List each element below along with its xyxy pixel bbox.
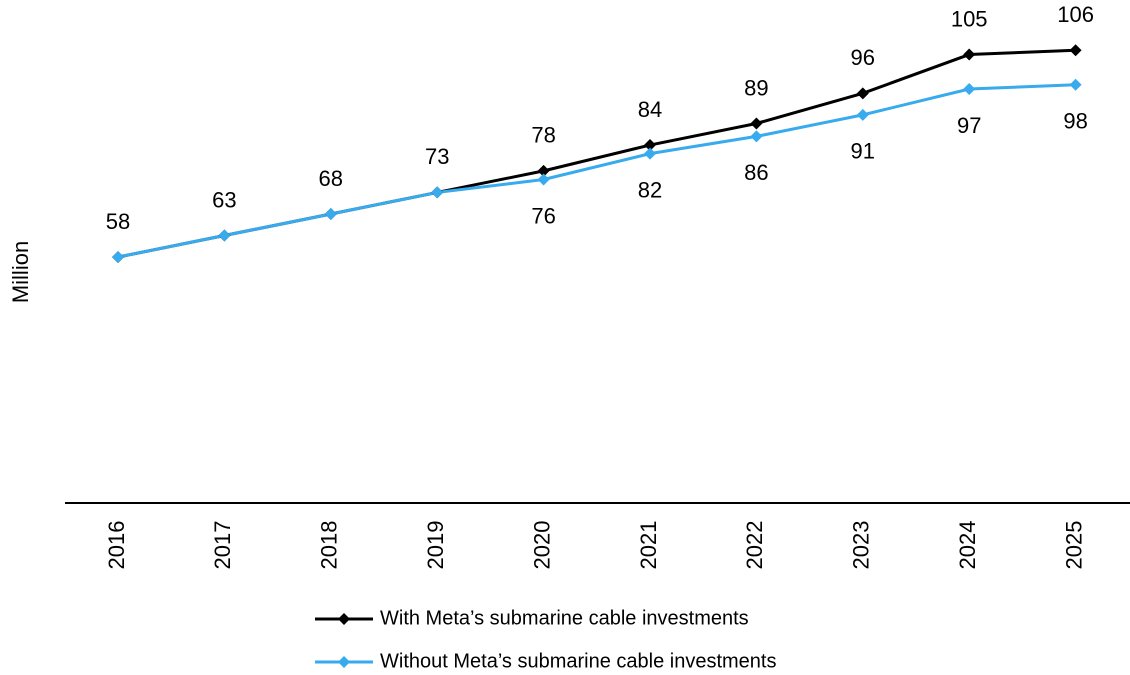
x-tick-label: 2017 xyxy=(210,521,235,570)
x-tick-label: 2018 xyxy=(317,521,342,570)
x-tick-label: 2022 xyxy=(742,521,767,570)
point-marker xyxy=(963,48,976,61)
legend-label: With Meta’s submarine cable investments xyxy=(380,607,749,629)
point-marker xyxy=(750,130,763,143)
point-marker xyxy=(537,173,550,186)
data-label: 106 xyxy=(1057,2,1094,27)
data-label: 63 xyxy=(212,187,236,212)
legend: With Meta’s submarine cable investments W… xyxy=(315,607,776,672)
data-label: 96 xyxy=(851,45,875,70)
data-label: 105 xyxy=(951,6,988,31)
point-marker xyxy=(644,139,656,152)
point-marker xyxy=(750,117,763,130)
series-line xyxy=(117,83,1076,259)
point-marker xyxy=(1069,44,1082,57)
legend-marker xyxy=(338,613,350,625)
data-label: 78 xyxy=(531,123,555,148)
data-label: 58 xyxy=(106,209,130,234)
data-label: 89 xyxy=(744,75,768,100)
point-marker xyxy=(537,164,550,177)
point-marker xyxy=(856,87,869,100)
point-marker xyxy=(112,251,124,264)
point-marker xyxy=(963,83,976,96)
data-label: 84 xyxy=(638,97,662,122)
data-label: 76 xyxy=(531,203,555,228)
point-marker xyxy=(856,108,869,121)
x-tick-label: 2020 xyxy=(529,521,554,570)
point-marker xyxy=(431,186,444,199)
data-label: 82 xyxy=(638,177,662,202)
point-marker xyxy=(218,229,231,242)
x-tick-label: 2025 xyxy=(1061,521,1086,570)
x-tick-label: 2023 xyxy=(849,521,874,570)
point-marker xyxy=(644,147,656,160)
point-marker xyxy=(1069,78,1082,91)
legend-marker xyxy=(338,656,350,668)
data-label: 86 xyxy=(744,160,768,185)
x-tick-label: 2019 xyxy=(423,521,448,570)
series-line xyxy=(117,48,1076,259)
data-label: 73 xyxy=(425,144,449,169)
data-label: 98 xyxy=(1063,109,1087,134)
x-tick-label: 2021 xyxy=(636,521,661,570)
data-label: 97 xyxy=(957,113,981,138)
legend-label: Without Meta’s submarine cable investmen… xyxy=(380,650,776,672)
point-marker xyxy=(324,207,337,220)
x-tick-label: 2024 xyxy=(955,521,980,570)
data-label: 91 xyxy=(851,139,875,164)
data-label: 68 xyxy=(319,166,343,191)
y-axis-label: Million xyxy=(8,241,33,303)
x-tick-label: 2016 xyxy=(104,521,129,570)
